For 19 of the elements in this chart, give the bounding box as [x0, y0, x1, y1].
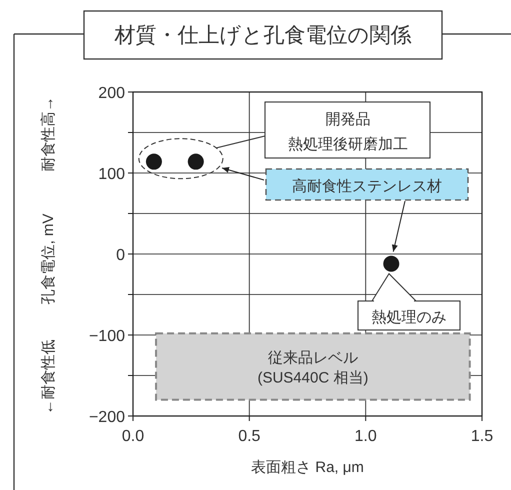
y-tick-label: 0: [116, 247, 126, 264]
y-tick-label: 100: [98, 166, 126, 183]
y-tick-label: −200: [88, 409, 126, 426]
x-tick-label: 1.0: [354, 428, 377, 445]
text: 耐食性高→: [40, 96, 57, 172]
chart-title: 材質・仕上げと孔食電位の関係: [114, 24, 412, 47]
x-tick-label: 0.0: [122, 428, 144, 445]
x-axis-title: 表面粗さ Ra, μm: [251, 459, 364, 476]
y-tick-label: 200: [98, 85, 126, 102]
annotation: 熱処理後研磨加工: [288, 136, 408, 153]
band-label: 従来品レベル (SUS440C 相当): [257, 350, 368, 387]
annotation: 高耐食性ステンレス材: [292, 178, 442, 195]
text: ←耐食性低: [40, 340, 57, 414]
annotation: 熱処理のみ: [372, 309, 446, 326]
x-tick-label: 1.5: [470, 428, 494, 445]
annotation: 開発品: [326, 111, 370, 128]
x-tick-label: 0.5: [238, 428, 261, 445]
y-axis-title: 孔食電位, mV: [40, 214, 57, 304]
y-tick-label: −100: [88, 328, 126, 345]
